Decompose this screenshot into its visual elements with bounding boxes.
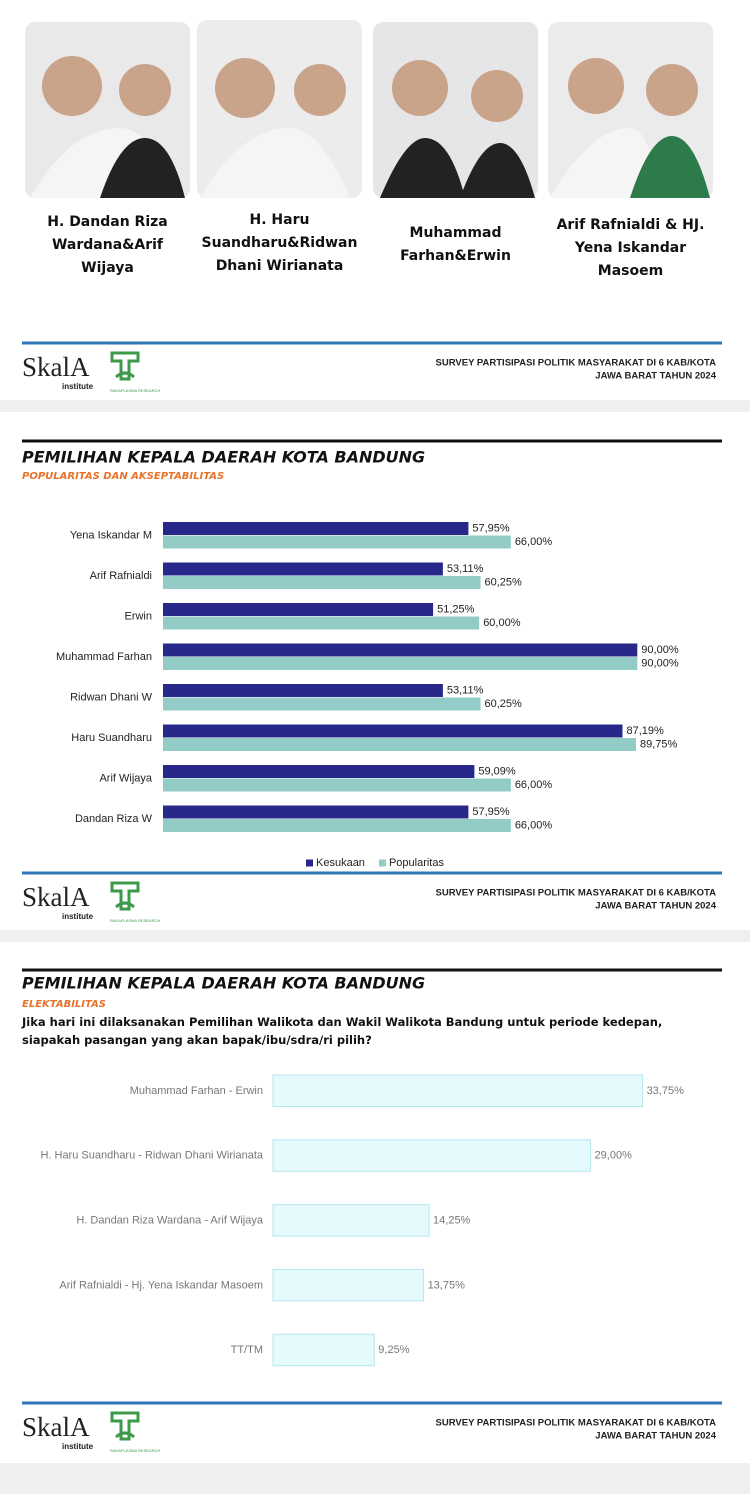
value-label: 87,19% <box>626 725 664 737</box>
category-label: TT/TM <box>231 1344 263 1356</box>
survey-year: JAWA BARAT TAHUN 2024 <box>595 901 716 912</box>
value-label: 57,95% <box>472 806 510 818</box>
partner: RAKAPLASMA RESEARCH <box>110 1448 160 1453</box>
separator <box>0 1463 750 1494</box>
category-label: Dandan Riza W <box>75 813 153 825</box>
legend-label: Kesukaan <box>316 857 365 869</box>
chart-subtitle: POPULARITAS DAN AKSEPTABILITAS <box>22 471 224 482</box>
bar <box>272 1204 430 1237</box>
brand: SkalA <box>22 352 90 382</box>
bar <box>163 724 623 738</box>
category-label: Muhammad Farhan <box>56 651 152 663</box>
partner-logo <box>110 881 140 911</box>
bar <box>272 1074 644 1107</box>
category-label: Muhammad Farhan - Erwin <box>130 1085 263 1097</box>
bar <box>272 1333 375 1367</box>
category-label: Arif Wijaya <box>99 772 152 784</box>
value-label: 33,75% <box>647 1085 685 1097</box>
candidate-name: Muhammad Farhan&Erwin <box>400 225 511 264</box>
category-label: Erwin <box>124 610 152 622</box>
brand-sub: institute <box>62 382 94 391</box>
photos <box>25 20 713 198</box>
bar <box>163 576 481 589</box>
candidate-name: H. Dandan Riza Wardana&Arif Wijaya <box>47 214 168 276</box>
bar <box>163 535 511 549</box>
bar <box>272 1268 425 1302</box>
value-label: 66,00% <box>515 536 553 548</box>
value-label: 66,00% <box>515 779 553 791</box>
chart-subtitle: ELEKTABILITAS <box>22 999 106 1010</box>
bar <box>163 765 475 778</box>
value-label: 66,00% <box>515 820 553 832</box>
brand: SkalA <box>22 882 90 912</box>
value-label: 57,95% <box>472 523 510 535</box>
separator <box>0 930 750 942</box>
category-label: Haru Suandharu <box>71 732 152 744</box>
survey-year: JAWA BARAT TAHUN 2024 <box>595 1431 716 1442</box>
candidate-name: H. Haru Suandharu&Ridwan Dhani Wirianata <box>201 212 358 274</box>
value-label: 60,00% <box>483 617 521 629</box>
survey-year: JAWA BARAT TAHUN 2024 <box>595 371 716 382</box>
value-label: 53,11% <box>447 563 484 575</box>
survey-title: SURVEY PARTISIPASI POLITIK MASYARAKAT DI… <box>436 888 717 899</box>
bar <box>163 603 434 616</box>
value-label: 90,00% <box>641 644 679 656</box>
bar <box>163 616 480 630</box>
legend-label: Popularitas <box>389 857 445 869</box>
category-label: Ridwan Dhani W <box>70 691 153 703</box>
candidate-name: Arif Rafnialdi & HJ. Yena Iskandar Masoe… <box>556 217 705 279</box>
value-label: 59,09% <box>478 766 516 778</box>
bar <box>163 778 511 792</box>
value-label: 13,75% <box>428 1279 466 1291</box>
value-label: 90,00% <box>641 658 679 670</box>
category-label: H. Haru Suandharu - Ridwan Dhani Wiriana… <box>40 1150 263 1162</box>
bar <box>163 522 469 535</box>
category-label: Arif Rafnialdi <box>90 570 152 582</box>
value-label: 29,00% <box>595 1150 633 1162</box>
partner-logo <box>110 1411 140 1441</box>
value-label: 53,11% <box>447 685 484 697</box>
bar <box>163 657 638 670</box>
bar <box>163 562 443 576</box>
category-label: Arif Rafnialdi - Hj. Yena Iskandar Masoe… <box>59 1279 263 1291</box>
chart-title: PEMILIHAN KEPALA DAERAH KOTA BANDUNG <box>22 974 425 993</box>
bar <box>163 697 481 711</box>
brand-sub: institute <box>62 1442 94 1451</box>
brand-sub: institute <box>62 912 94 921</box>
category-label: Yena Iskandar M <box>70 529 152 541</box>
partner: RAKAPLASMA RESEARCH <box>110 388 160 393</box>
value-label: 89,75% <box>640 739 678 751</box>
bar <box>163 738 636 751</box>
separator <box>0 400 750 412</box>
bar <box>163 643 638 657</box>
survey-title: SURVEY PARTISIPASI POLITIK MASYARAKAT DI… <box>436 358 717 369</box>
partner-logo <box>110 351 140 381</box>
survey-question: Jika hari ini dilaksanakan Pemilihan Wal… <box>22 1015 663 1047</box>
bar <box>163 805 469 819</box>
bar <box>163 684 443 697</box>
bar <box>272 1139 592 1172</box>
value-label: 60,25% <box>485 577 523 589</box>
value-label: 9,25% <box>378 1344 409 1356</box>
value-label: 60,25% <box>485 698 523 710</box>
chart-title: PEMILIHAN KEPALA DAERAH KOTA BANDUNG <box>22 448 425 467</box>
brand: SkalA <box>22 1412 90 1442</box>
legend-swatch <box>378 859 386 867</box>
legend-swatch <box>306 859 313 867</box>
bar <box>163 819 511 832</box>
survey-title: SURVEY PARTISIPASI POLITIK MASYARAKAT DI… <box>436 1418 717 1429</box>
partner: RAKAPLASMA RESEARCH <box>110 918 160 923</box>
value-label: 51,25% <box>437 604 475 616</box>
category-label: H. Dandan Riza Wardana - Arif Wijaya <box>76 1215 264 1227</box>
value-label: 14,25% <box>433 1215 471 1227</box>
